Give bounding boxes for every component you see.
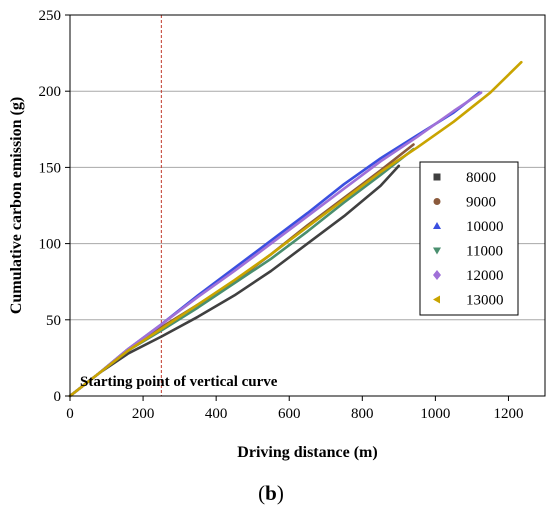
x-tick-label: 200 bbox=[132, 406, 155, 422]
legend-marker-9000 bbox=[433, 198, 441, 205]
legend-label-11000: 11000 bbox=[466, 244, 503, 260]
x-tick-label: 0 bbox=[66, 406, 74, 422]
x-axis-label: Driving distance (m) bbox=[237, 444, 377, 461]
x-tick-label: 1200 bbox=[493, 406, 523, 422]
series-line-13000 bbox=[68, 60, 523, 398]
panel-label: (b) bbox=[258, 481, 284, 505]
legend-label-12000: 12000 bbox=[466, 268, 504, 284]
annotation-text: Starting point of vertical curve bbox=[80, 374, 278, 390]
y-tick-label: 200 bbox=[39, 84, 62, 100]
legend-marker-12000 bbox=[433, 270, 441, 280]
legend: 8000 9000 10000 11000 12000 13000 bbox=[419, 161, 519, 316]
y-tick-label: 50 bbox=[46, 313, 61, 329]
plot-frame bbox=[69, 14, 546, 397]
legend-marker-8000 bbox=[433, 173, 441, 181]
x-tick-label: 1000 bbox=[420, 406, 450, 422]
x-tick-label: 600 bbox=[278, 406, 301, 422]
y-tick-label: 0 bbox=[54, 389, 62, 405]
legend-box bbox=[419, 161, 519, 316]
series-line-8000 bbox=[68, 164, 401, 398]
x-tick-label: 400 bbox=[205, 406, 228, 422]
x-tick-label: 800 bbox=[351, 406, 374, 422]
legend-marker-10000 bbox=[433, 222, 441, 229]
y-tick-label: 250 bbox=[39, 8, 62, 24]
series-lines bbox=[68, 60, 523, 398]
legend-marker-13000 bbox=[433, 295, 440, 304]
legend-label-9000: 9000 bbox=[466, 195, 496, 211]
y-tick-label: 100 bbox=[39, 237, 62, 253]
y-tick-label: 150 bbox=[39, 160, 62, 176]
legend-label-13000: 13000 bbox=[466, 293, 504, 309]
y-axis-label: Cumulative carbon emission (g) bbox=[8, 97, 25, 314]
legend-label-8000: 8000 bbox=[466, 170, 496, 186]
legend-label-10000: 10000 bbox=[466, 219, 504, 235]
legend-marker-11000 bbox=[433, 247, 441, 255]
